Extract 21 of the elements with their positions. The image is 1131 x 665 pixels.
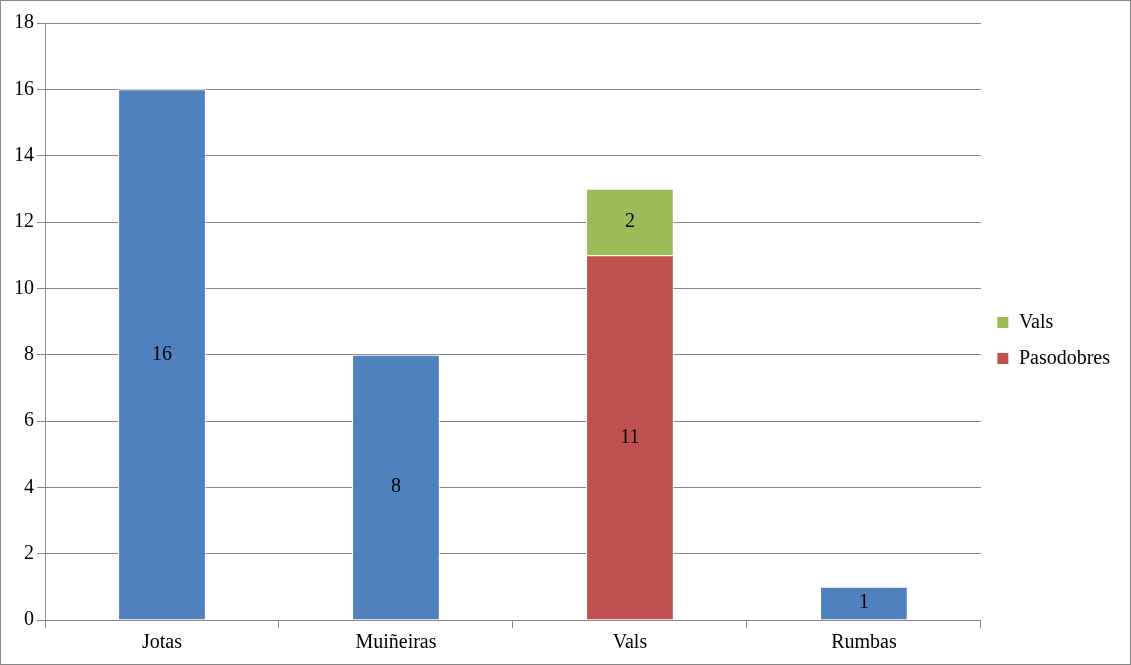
x-tick-label: Vals (612, 630, 648, 653)
data-label: 8 (390, 474, 401, 497)
x-tick-label: Rumbas (831, 630, 897, 653)
y-tick-label: 0 (24, 607, 34, 630)
y-tick-label: 4 (24, 474, 34, 497)
legend-label: Pasodobres (1018, 345, 1111, 368)
data-label: 1 (858, 590, 869, 613)
data-label: 11 (620, 424, 640, 447)
y-tick-label: 10 (14, 275, 34, 298)
data-label: 2 (624, 209, 635, 232)
y-tick-label: 18 (14, 10, 34, 33)
x-tick-label: Jotas (141, 630, 183, 653)
y-tick-label: 2 (24, 540, 34, 563)
y-tick-label: 6 (24, 408, 34, 431)
legend-label: Vals (1018, 309, 1054, 332)
y-tick-label: 8 (24, 341, 34, 364)
y-tick-label: 16 (14, 76, 34, 99)
y-tick-label: 12 (14, 209, 34, 232)
x-tick-label: Muiñeiras (355, 630, 437, 653)
y-tick-label: 14 (14, 142, 34, 165)
data-label: 16 (151, 341, 172, 364)
